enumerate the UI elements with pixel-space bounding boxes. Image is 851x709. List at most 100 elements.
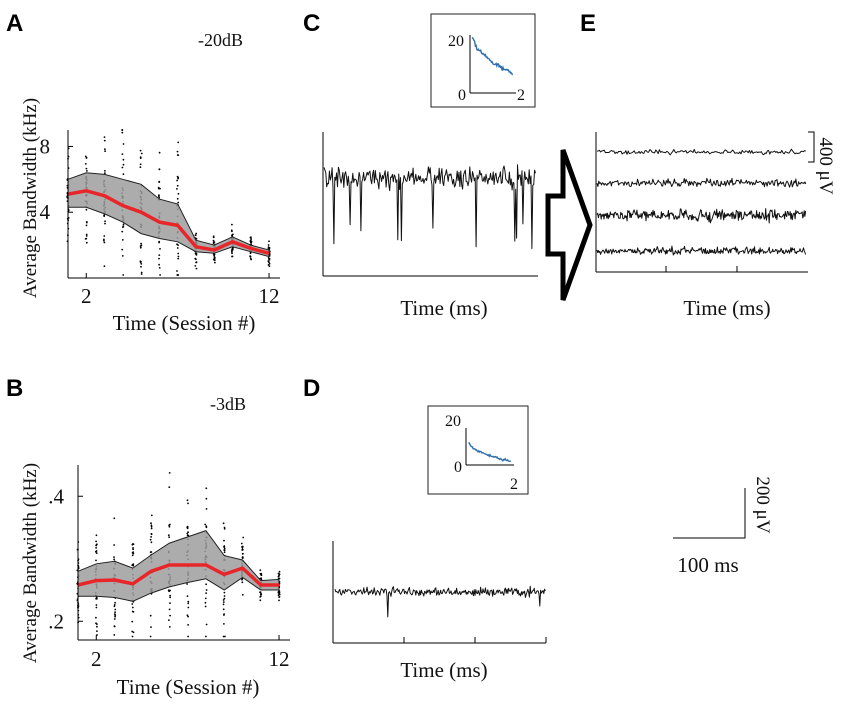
scatter-point	[94, 550, 97, 553]
scatter-point	[241, 546, 244, 549]
scatter-point	[278, 593, 281, 595]
scatter-point	[140, 273, 143, 275]
scatter-point	[278, 599, 280, 602]
scatter-point	[150, 514, 153, 517]
scatter-point	[96, 630, 98, 632]
scatter-point	[223, 549, 226, 551]
panel-e: 400 μV Time (ms)	[595, 131, 836, 320]
scatter-point	[150, 522, 152, 525]
scatter-point	[249, 252, 252, 255]
scatter-point	[186, 583, 189, 585]
panel-letter-c: C	[303, 10, 320, 37]
scatter-point	[278, 573, 281, 575]
scatter-point	[104, 170, 106, 172]
scatter-point	[139, 166, 142, 169]
scatter-point	[177, 201, 180, 204]
scatter-point	[139, 149, 142, 152]
scatter-point	[205, 487, 208, 490]
panel-c-inset-frame	[430, 13, 536, 108]
panel-a-xlabel: Time (Session #)	[113, 311, 256, 335]
scatter-point	[222, 601, 225, 603]
scatter-point	[176, 179, 179, 182]
panel-letter-d: D	[303, 375, 320, 402]
scatter-point	[223, 539, 225, 542]
scatter-point	[278, 596, 280, 598]
panel-e-scale-bracket	[808, 131, 815, 163]
scatter-point	[95, 604, 98, 606]
panel-d-xlabel: Time (ms)	[400, 658, 487, 682]
scatter-point	[95, 540, 97, 543]
scatter-point	[150, 541, 153, 544]
scatter-point	[168, 536, 171, 538]
scatter-point	[223, 623, 225, 625]
scatter-point	[122, 163, 125, 166]
scatter-point	[195, 258, 197, 261]
scatter-point	[159, 274, 162, 276]
scatter-point	[150, 524, 153, 527]
scatter-point	[103, 265, 106, 268]
scatter-point	[132, 564, 134, 567]
x-tick-label: 2	[81, 284, 92, 308]
scatter-point	[158, 240, 161, 243]
scatter-point	[250, 258, 253, 261]
scatter-point	[140, 265, 142, 268]
scatter-point	[176, 247, 179, 249]
scatter-point	[168, 608, 171, 611]
scatter-point	[260, 574, 263, 577]
scatter-point	[95, 616, 97, 619]
scatter-point	[176, 184, 179, 187]
panel-d-inset-line	[468, 442, 511, 462]
scatter-point	[85, 224, 88, 227]
x-tick-label: 2	[91, 647, 102, 671]
panel-b-axes: 2 12 .2 .4	[48, 465, 290, 671]
scatter-point	[231, 223, 233, 226]
scatter-point	[277, 575, 280, 577]
scatter-point	[205, 635, 207, 638]
scatter-point	[122, 226, 124, 229]
y-tick-label: 4	[40, 200, 51, 224]
scatter-point	[231, 247, 234, 250]
scatter-point	[222, 599, 225, 601]
scatter-point	[250, 240, 253, 243]
scatter-point	[212, 235, 215, 238]
scale-bar-y-label: 200 μV	[752, 476, 773, 533]
panel-b-ylabel: Average Bandwidth (kHz)	[20, 463, 41, 663]
scatter-point	[113, 605, 116, 608]
scatter-point	[168, 525, 171, 528]
scatter-point	[140, 242, 143, 245]
scatter-point	[140, 244, 143, 247]
scatter-point	[195, 237, 198, 240]
panel-c-xlabel: Time (ms)	[400, 296, 487, 320]
scatter-point	[194, 252, 197, 255]
scatter-point	[205, 497, 208, 500]
panel-a-chart: -20dB 2 12 4 8 Time (Session #) Average Ban…	[20, 30, 280, 335]
scatter-point	[194, 265, 197, 267]
scatter-point	[259, 569, 262, 571]
scatter-point	[85, 241, 88, 244]
scatter-point	[113, 625, 116, 628]
panel-c: 20 0 2 Time (ms)	[322, 13, 538, 320]
scatter-point	[84, 155, 87, 158]
scatter-point	[132, 631, 135, 634]
scatter-point	[122, 143, 125, 145]
scatter-point	[159, 248, 161, 250]
scatter-point	[149, 635, 152, 638]
scatter-point	[176, 150, 179, 153]
panel-d-inset-ytick: 20	[445, 413, 461, 430]
scatter-point	[230, 229, 233, 232]
scatter-point	[268, 259, 271, 261]
scatter-point	[131, 635, 134, 638]
scatter-point	[96, 543, 98, 546]
panel-e-scale-label: 400 μV	[815, 137, 836, 194]
scatter-point	[168, 472, 171, 474]
scatter-point	[242, 552, 244, 555]
scatter-point	[169, 614, 172, 617]
scatter-point	[132, 547, 134, 549]
scatter-point	[114, 601, 116, 604]
scatter-point	[194, 234, 197, 237]
scatter-point	[140, 263, 143, 265]
scatter-point	[150, 536, 153, 538]
scatter-point	[176, 243, 178, 246]
scatter-point	[212, 239, 215, 242]
scatter-point	[131, 620, 134, 623]
